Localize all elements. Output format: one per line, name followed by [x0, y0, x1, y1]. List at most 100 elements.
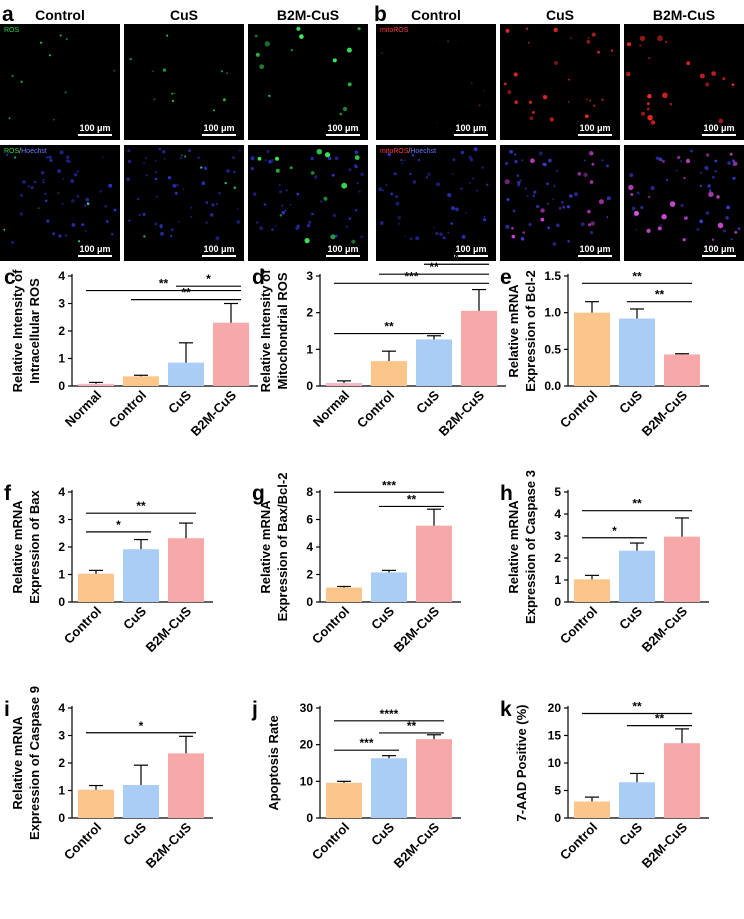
- fluorescent-cell: [171, 99, 175, 103]
- fluorescent-cell: [631, 206, 636, 211]
- fluorescent-cell: [84, 229, 87, 232]
- fluorescent-cell: [528, 100, 533, 104]
- chart-h-category-label: Control: [557, 604, 600, 647]
- fluorescent-cell: [536, 204, 540, 209]
- fluorescent-cell: [562, 205, 565, 208]
- fluorescent-cell: [460, 187, 463, 190]
- fluorescent-cell: [387, 152, 391, 157]
- fluorescent-cell: [289, 203, 292, 206]
- fluorescent-cell: [263, 203, 267, 206]
- chart-f-bar: [168, 538, 204, 602]
- panel-g-letter: g: [252, 482, 265, 505]
- fluorescent-cell: [59, 34, 62, 37]
- fluorescent-cell: [731, 83, 735, 86]
- fluorescent-cell: [201, 181, 206, 186]
- fluorescent-cell: [184, 155, 187, 158]
- fluorescent-cell: [81, 223, 85, 226]
- chart-d-sig-label: *: [454, 250, 459, 264]
- fluorescent-cell: [197, 156, 200, 159]
- chart-g-bar: [371, 572, 407, 602]
- fluorescent-cell: [514, 153, 517, 156]
- fluorescent-cell: [61, 202, 64, 205]
- fluorescent-cell: [686, 61, 690, 65]
- chart-h-bar: [619, 550, 655, 602]
- chart-k-bar: [664, 743, 700, 818]
- fluorescent-cell: [433, 226, 435, 229]
- chart-k-ytick-label: 20: [548, 701, 562, 715]
- chart-d-ylabel: Relative Intensity of: [258, 269, 273, 392]
- fluorescent-cell: [601, 98, 604, 101]
- chart-i-ylabel: Expression of Caspase 9: [27, 686, 42, 840]
- fluorescent-cell: [330, 234, 336, 240]
- fluorescent-cell: [514, 160, 518, 164]
- fluorescent-cell: [705, 153, 710, 157]
- fluorescent-cell: [327, 156, 332, 161]
- fluorescent-cell: [455, 207, 459, 212]
- chart-f-ylabel: Relative mRNA: [10, 500, 25, 594]
- fluorescent-cell: [342, 106, 348, 112]
- chart-d-category-label: Normal: [310, 388, 352, 430]
- fluorescent-cell: [509, 149, 513, 154]
- fluorescent-cell: [264, 41, 270, 47]
- fluorescent-cell: [42, 181, 45, 184]
- fluorescent-cell: [447, 193, 452, 198]
- fluorescent-cell: [64, 91, 67, 94]
- fluorescent-cell: [549, 117, 554, 122]
- fluorescent-cell: [586, 39, 591, 44]
- fluorescent-cell: [519, 179, 522, 182]
- fluorescent-cell: [222, 98, 226, 102]
- fluorescent-cell: [278, 183, 281, 186]
- chart-e-ylabel: Relative mRNA: [506, 284, 521, 378]
- chart-d-bar: [416, 339, 452, 386]
- fluorescent-cell: [517, 183, 521, 187]
- fluorescent-cell: [447, 40, 450, 43]
- fluorescent-cell: [44, 199, 48, 203]
- fluorescent-cell: [351, 239, 356, 244]
- fluorescent-cell: [162, 68, 166, 72]
- micrograph-b-b2m-merge: 100 μm: [624, 145, 744, 261]
- chart-h-ytick-label: 5: [554, 485, 561, 499]
- fluorescent-cell: [472, 177, 474, 180]
- fluorescent-cell: [304, 238, 310, 244]
- fluorescent-cell: [85, 197, 89, 202]
- chart-f-ytick-label: 0: [58, 595, 65, 609]
- chart-c-category-label: B2M-CuS: [188, 387, 240, 439]
- fluorescent-cell: [540, 208, 545, 213]
- chart-k-ytick-label: 0: [554, 811, 561, 825]
- fluorescent-cell: [657, 35, 663, 42]
- micrograph-b-control-merge: mitoROS/Hoechst 100 μm: [376, 145, 496, 261]
- fluorescent-cell: [648, 195, 651, 199]
- chart-g-bar: [326, 587, 362, 602]
- fluorescent-cell: [561, 201, 564, 204]
- chart-d-bar: [371, 361, 407, 386]
- fluorescent-cell: [163, 157, 166, 160]
- chart-k-ylabel: 7-AAD Positive (%): [514, 704, 529, 821]
- chart-e-category-label: Control: [557, 388, 600, 431]
- fluorescent-cell: [311, 212, 314, 215]
- fluorescent-cell: [727, 161, 731, 165]
- fluorescent-cell: [675, 169, 678, 172]
- fluorescent-cell: [269, 158, 274, 163]
- fluorescent-cell: [436, 122, 438, 124]
- fluorescent-cell: [606, 196, 611, 201]
- fluorescent-cell: [334, 234, 338, 238]
- fluorescent-cell: [636, 191, 640, 195]
- chart-c-bar: [168, 362, 204, 386]
- fluorescent-cell: [395, 195, 399, 199]
- fluorescent-cell: [290, 49, 293, 52]
- fluorescent-cell: [696, 227, 700, 231]
- panel-e-letter: e: [500, 266, 512, 289]
- chart-j-category-label: B2M-CuS: [391, 819, 443, 871]
- fluorescent-cell: [606, 216, 609, 219]
- fluorescent-cell: [348, 168, 352, 172]
- fluorescent-cell: [521, 159, 524, 162]
- fluorescent-cell: [46, 219, 50, 223]
- fluorescent-cell: [3, 228, 6, 231]
- chart-g-bar: [416, 525, 452, 602]
- fluorescent-cell: [540, 217, 545, 222]
- fluorescent-cell: [354, 155, 360, 160]
- chart-e-category-label: CuS: [616, 387, 645, 416]
- chart-k-category-label: CuS: [616, 819, 645, 848]
- chart-c-bar: [213, 322, 249, 386]
- chart-g-ytick-label: 6: [306, 513, 313, 527]
